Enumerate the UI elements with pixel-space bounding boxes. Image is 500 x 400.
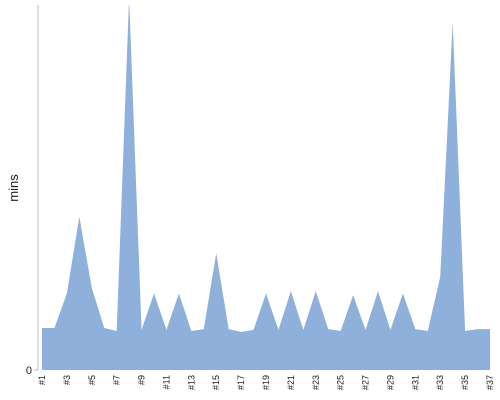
x-tick-label: #7 xyxy=(112,375,122,385)
x-tick-label: #29 xyxy=(385,375,395,390)
x-tick-label: #23 xyxy=(311,375,321,390)
x-tick-label: #3 xyxy=(62,375,72,385)
x-tick-label: #25 xyxy=(336,375,346,390)
x-tick-label: #9 xyxy=(137,375,147,385)
x-tick-label: #17 xyxy=(236,375,246,390)
x-tick-label: #37 xyxy=(485,375,495,390)
x-tick-label: #5 xyxy=(87,375,97,385)
area xyxy=(42,5,490,370)
x-tick-label: #27 xyxy=(361,375,371,390)
x-tick-label: #15 xyxy=(211,375,221,390)
y-tick-label: 0 xyxy=(26,365,32,377)
x-tick-label: #35 xyxy=(460,375,470,390)
x-tick-label: #13 xyxy=(186,375,196,390)
x-tick-label: #11 xyxy=(161,375,171,389)
x-tick-label: #21 xyxy=(286,375,296,390)
x-tick-label: #1 xyxy=(37,375,47,385)
x-tick-label: #31 xyxy=(410,375,420,390)
x-tick-label: #33 xyxy=(435,375,445,390)
y-axis-label: mins xyxy=(6,174,21,202)
x-tick-label: #19 xyxy=(261,375,271,390)
